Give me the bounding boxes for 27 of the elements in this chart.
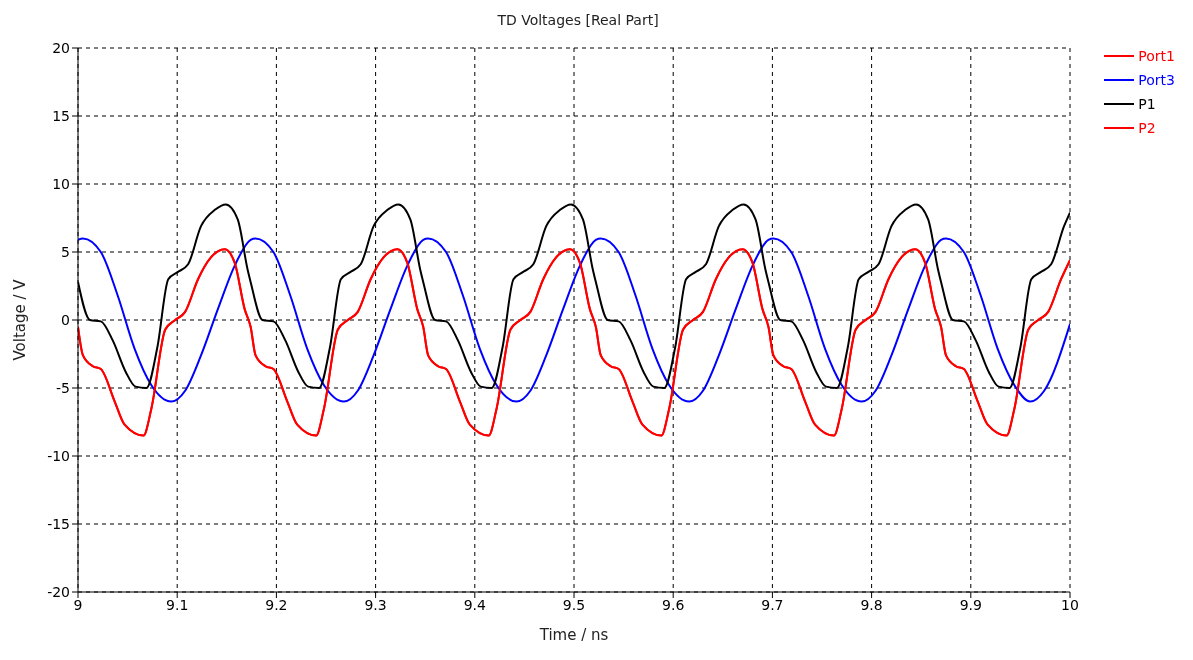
- y-tick-label: 10: [52, 175, 70, 192]
- x-axis-title: Time / ns: [538, 626, 609, 644]
- x-tick-label: 10: [1061, 596, 1079, 613]
- y-axis-title: Voltage / V: [11, 278, 30, 361]
- legend-label: Port3: [1138, 72, 1175, 88]
- legend-label: P2: [1138, 120, 1156, 136]
- x-tick-label: 9.7: [761, 596, 784, 613]
- y-tick-label: 0: [61, 311, 70, 328]
- chart-title: TD Voltages [Real Part]: [496, 12, 660, 28]
- y-tick-label: 5: [61, 243, 70, 260]
- legend-label: P1: [1138, 96, 1156, 112]
- x-tick-label: 9.1: [166, 596, 189, 613]
- x-tick-label: 9.4: [463, 596, 487, 613]
- y-tick-label: -10: [47, 447, 70, 464]
- x-tick-label: 9.2: [265, 596, 288, 613]
- y-tick-label: 15: [52, 107, 70, 124]
- x-tick-label: 9.8: [860, 596, 883, 613]
- y-tick-label: -5: [56, 379, 70, 396]
- y-tick-label: -15: [47, 515, 70, 532]
- y-tick-label: 20: [52, 39, 70, 56]
- x-tick-label: 9: [73, 596, 83, 613]
- legend-label: Port1: [1138, 48, 1175, 64]
- x-tick-label: 9.9: [959, 596, 982, 613]
- x-tick-label: 9.6: [662, 596, 685, 613]
- x-tick-label: 9.5: [562, 596, 586, 613]
- y-tick-label: -20: [47, 583, 70, 600]
- x-tick-label: 9.3: [364, 596, 387, 613]
